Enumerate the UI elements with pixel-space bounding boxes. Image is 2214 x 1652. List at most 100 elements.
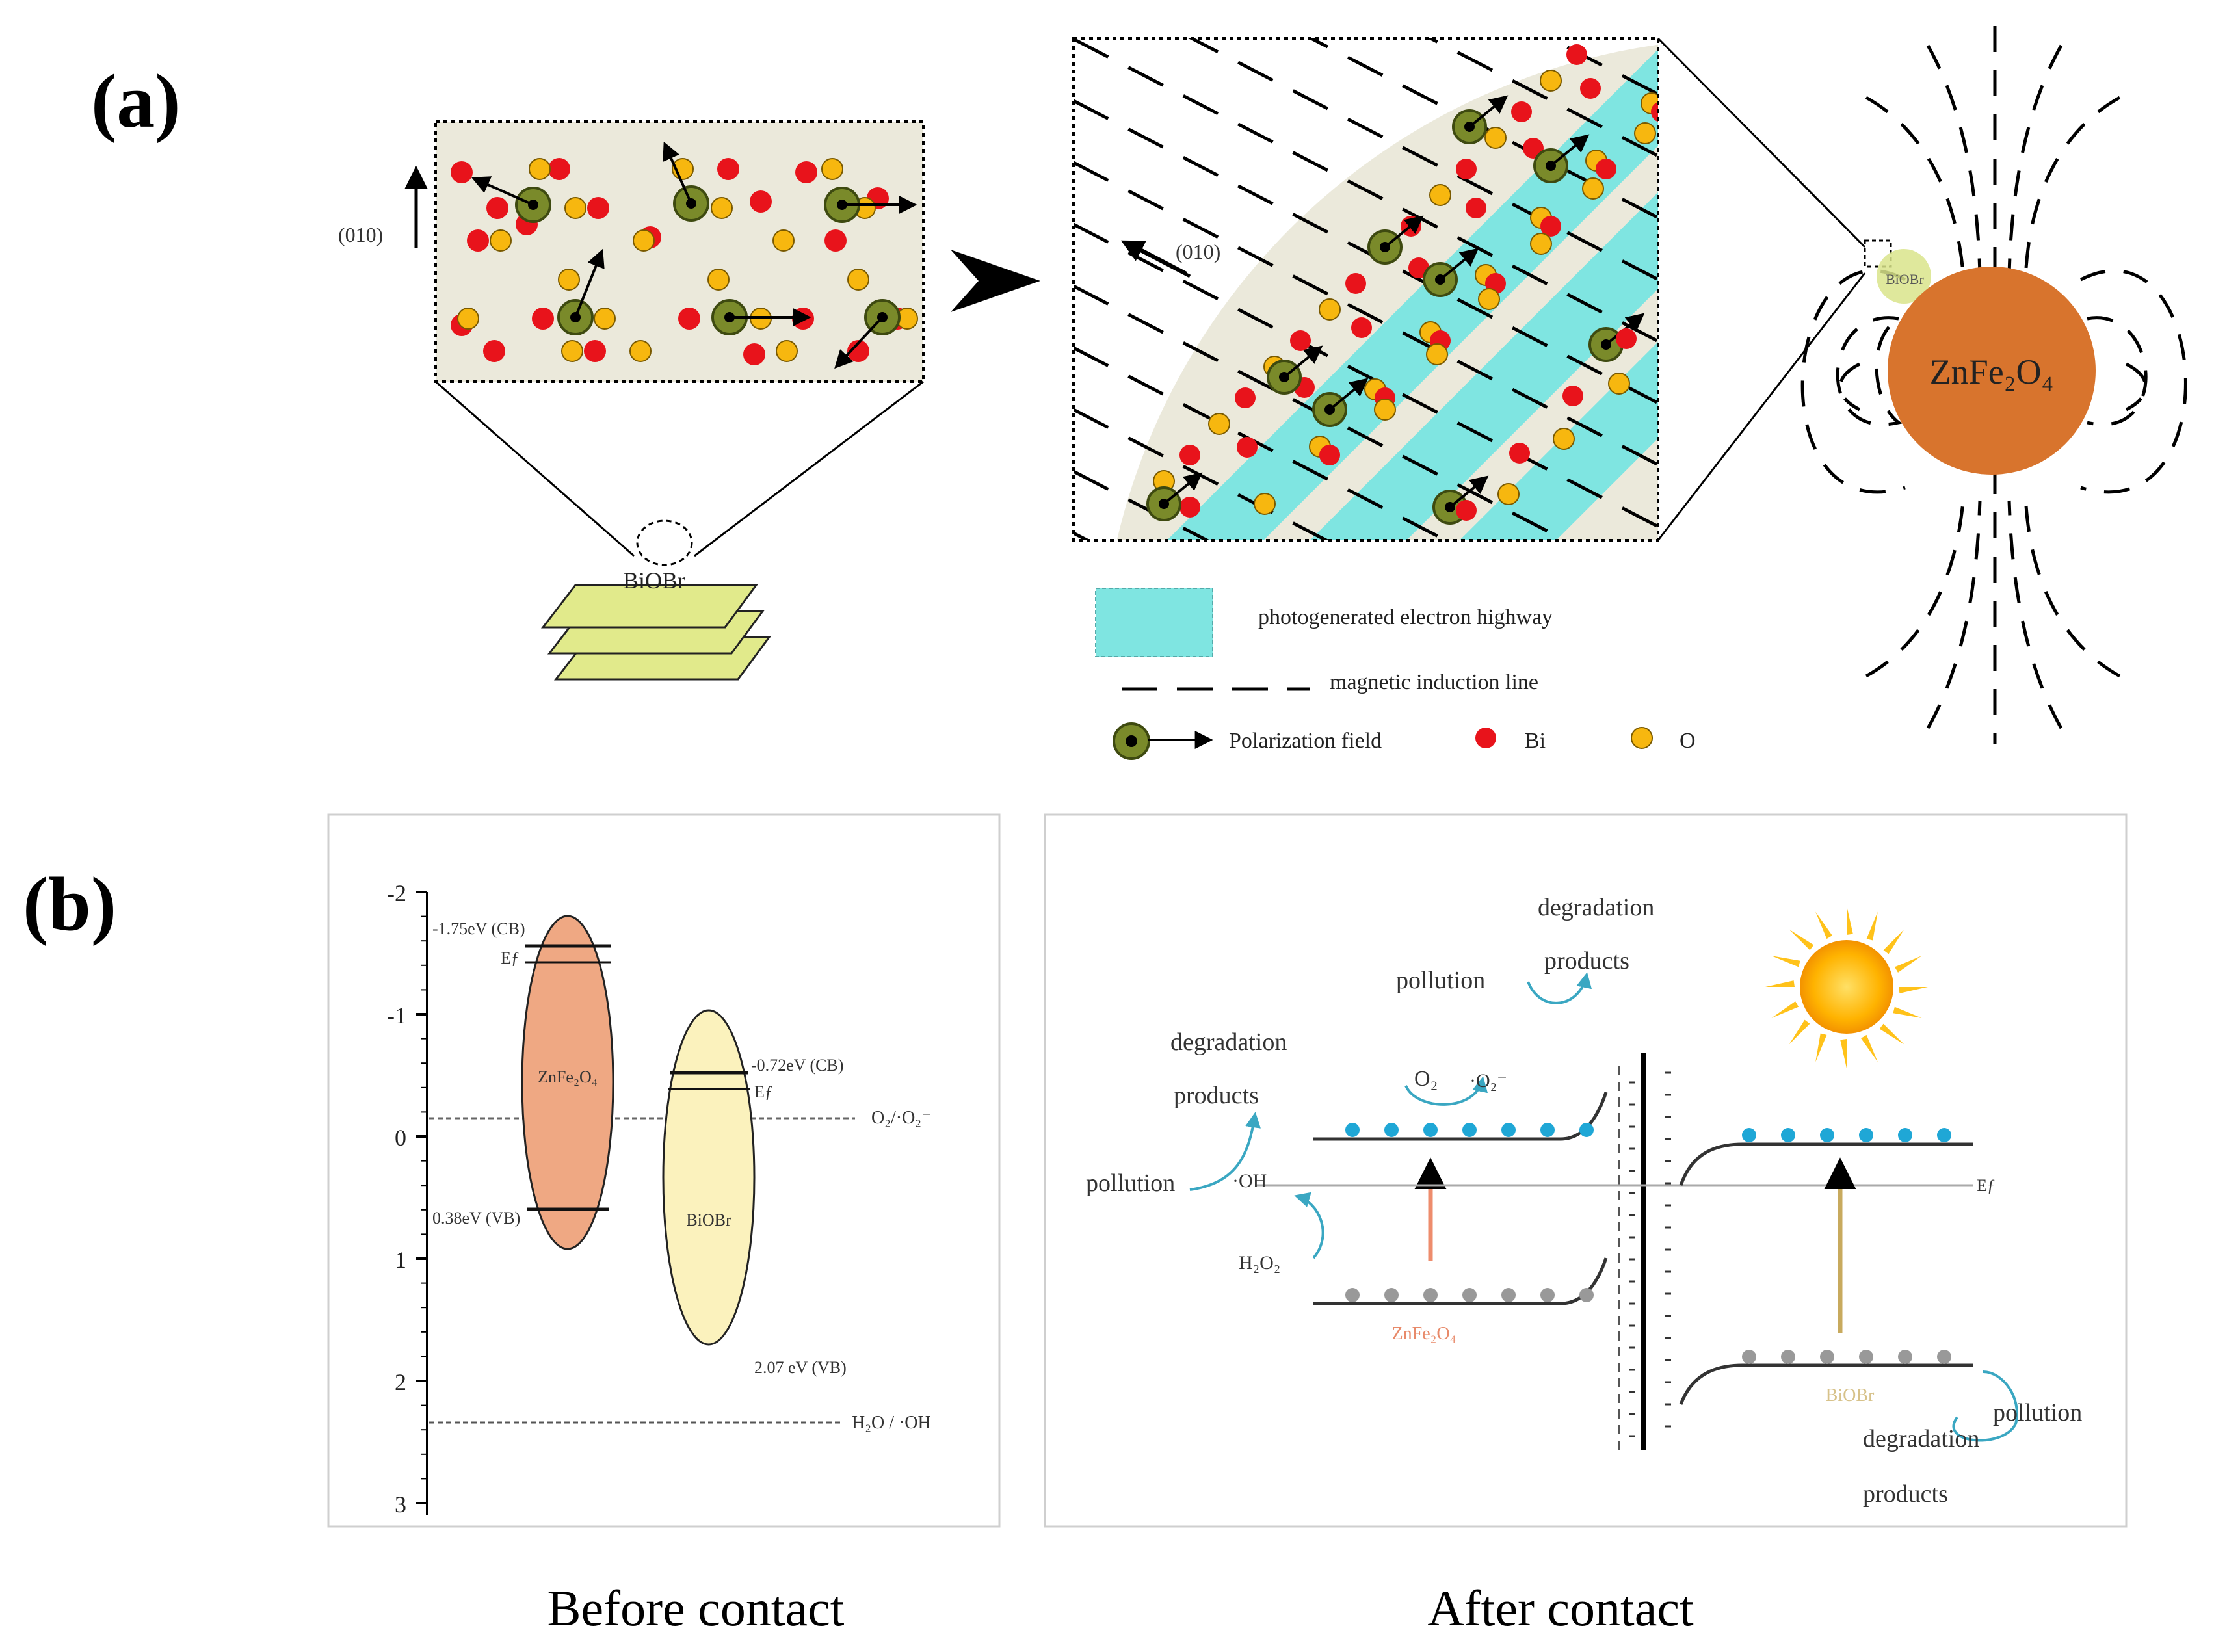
panel-b-label: (b) — [23, 861, 116, 947]
electron — [1501, 1123, 1516, 1137]
legend-polarization-label: Polarization field — [1229, 729, 1382, 753]
products-right: products — [1863, 1480, 1948, 1508]
induction-line-segment — [1074, 38, 1658, 343]
electron — [1384, 1123, 1399, 1137]
biobr-plate-label: BiOBr — [623, 568, 685, 594]
o-atom — [1319, 298, 1341, 321]
direction-label-right: (010) — [1176, 240, 1220, 263]
zfo-vb-label: 0.38eV (VB) — [432, 1209, 520, 1227]
after-zfo-name: ZnFe₂O₄ — [1392, 1324, 1456, 1344]
bi-atom — [678, 308, 700, 330]
o-atom — [629, 340, 652, 362]
bi-atom — [1540, 216, 1561, 237]
zoom-lines-left — [435, 380, 924, 566]
o-atom — [564, 197, 586, 219]
znfe2o4-sphere-label: ZnFe₂O₄ — [1930, 352, 2054, 391]
znfe2o4-band-ellipse — [521, 915, 614, 1250]
sun-ray — [1893, 1006, 1922, 1018]
h2o-potential-label: H₂O / ·OH — [852, 1413, 931, 1433]
bi-atom — [1566, 44, 1587, 65]
bi-atom — [467, 229, 489, 252]
electron — [1937, 1128, 1951, 1142]
legend-bi-label: Bi — [1525, 729, 1546, 753]
electron-highway-band — [1459, 341, 1658, 540]
lattice-box-left — [434, 120, 925, 383]
o-atom — [1208, 413, 1230, 435]
hole — [1898, 1350, 1912, 1364]
hole — [1423, 1288, 1438, 1302]
o-atom — [1608, 373, 1630, 395]
y-tick-label: -1 — [387, 1003, 406, 1029]
after-contact-panel: ZnFe₂O₄ Eƒ BiOBr degradation products po… — [1044, 813, 2128, 1528]
sun-ray — [1765, 980, 1795, 987]
induction-line-segment — [1308, 38, 1658, 220]
y-tick-label: 0 — [395, 1125, 406, 1151]
o-atom — [1540, 70, 1562, 92]
bi-atom — [1179, 445, 1200, 465]
hole — [1540, 1288, 1555, 1302]
pollution-left: pollution — [1086, 1170, 1175, 1197]
electron — [1579, 1123, 1594, 1137]
o-atom — [1553, 428, 1575, 450]
sun-ray — [1840, 1039, 1847, 1068]
bi-atom — [587, 197, 609, 219]
o-atom — [707, 269, 730, 291]
o-atom — [1530, 233, 1552, 255]
y-tick-label: 2 — [395, 1369, 406, 1395]
polarization-arrow — [1439, 248, 1479, 281]
direction-label-left: (010) — [338, 223, 383, 246]
o-atom — [847, 269, 869, 291]
pollution-top: pollution — [1396, 967, 1485, 994]
degradation-right: degradation — [1863, 1425, 1979, 1452]
zfo-cb-label: -1.75eV (CB) — [432, 919, 525, 938]
bi-atom — [1616, 328, 1637, 349]
zoom-lines-right — [1657, 37, 1892, 541]
o-atom — [1774, 207, 1795, 228]
after-contact-caption: After contact — [1427, 1580, 1694, 1636]
o-atom — [1739, 12, 1759, 33]
bi-atom — [1580, 78, 1601, 99]
bi-atom — [1466, 198, 1486, 218]
hole — [1859, 1350, 1873, 1364]
bi-atom — [451, 161, 473, 183]
bi-atom — [795, 161, 817, 183]
y-tick-label: 3 — [395, 1491, 406, 1517]
hole — [1937, 1350, 1951, 1364]
bi-atom — [1651, 101, 1658, 122]
induction-line-segment — [1074, 284, 1569, 540]
biobr-cb-band — [1679, 1142, 1973, 1186]
hole — [1384, 1288, 1399, 1302]
hole — [1742, 1350, 1756, 1364]
polarization-arrow — [1384, 215, 1424, 248]
after-ef-label: Eƒ — [1977, 1176, 1996, 1195]
legend: photogenerated electron highway magnetic… — [1095, 588, 1696, 760]
induction-line-segment — [1074, 222, 1658, 529]
reaction-arrows — [1189, 972, 2018, 1442]
o-atom — [561, 340, 583, 362]
bi-atom — [1562, 386, 1583, 406]
o-atom — [594, 308, 616, 330]
bi-atom — [1351, 317, 1372, 338]
electron — [1540, 1123, 1555, 1137]
o2-potential-label: O₂/·O₂⁻ — [871, 1108, 931, 1128]
sun-ray — [1815, 911, 1832, 939]
o-atom — [1664, 318, 1685, 339]
polarization-arrow — [1163, 472, 1203, 505]
electron — [1820, 1128, 1834, 1142]
sun-ray — [1815, 1033, 1827, 1062]
electron — [1423, 1123, 1438, 1137]
biobr-particle — [1877, 249, 1931, 304]
o-atom — [1484, 127, 1507, 149]
zfo-ef-label: Eƒ — [501, 949, 520, 967]
bi-atom — [1761, 0, 1782, 8]
electron — [1742, 1128, 1756, 1142]
o-atom — [776, 340, 798, 362]
bi-atom — [584, 340, 606, 362]
sun-ray — [1883, 929, 1904, 954]
pollution-right: pollution — [1993, 1399, 2082, 1426]
bi-atom — [1345, 273, 1366, 294]
o-atom — [1634, 122, 1656, 144]
o-atom — [1696, 36, 1717, 57]
bi-atom — [743, 343, 765, 365]
